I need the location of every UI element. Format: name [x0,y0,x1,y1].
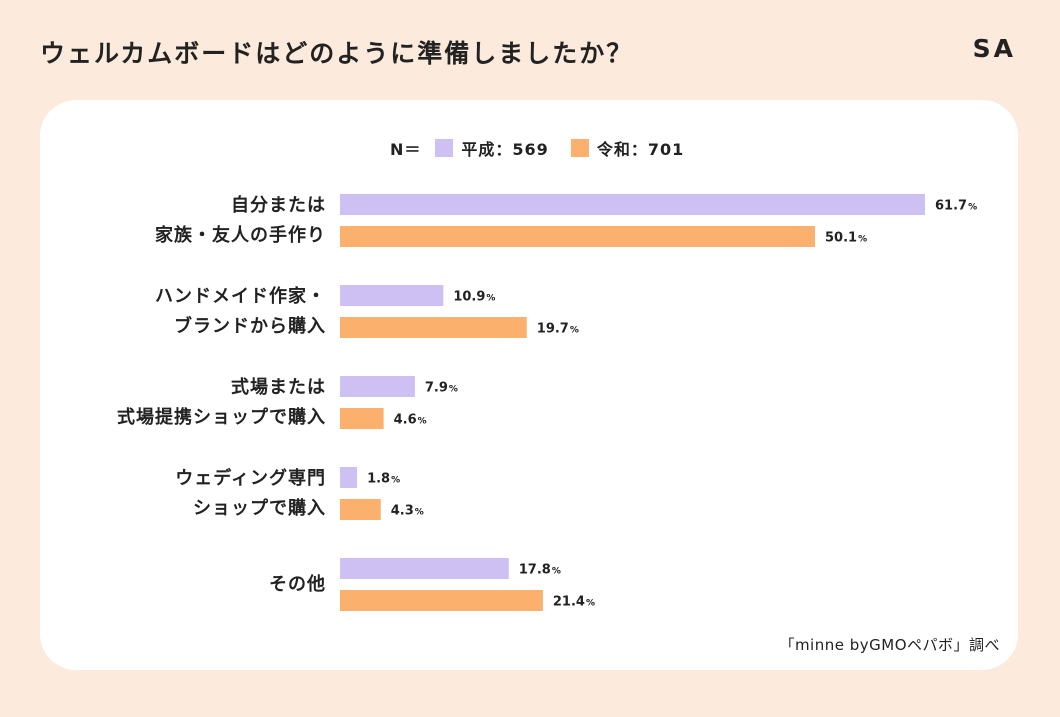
data-label: 19.7% [537,322,579,337]
category-label-line: ウェディング専門 [175,467,326,489]
source-note: 「minne byGMOペパボ」調べ [779,636,1000,654]
category-label-line: その他 [269,573,326,595]
category-label: ウェディング専門ショップで購入 [26,464,326,524]
category-label-line: ブランドから購入 [174,315,326,337]
brand-logo: SA [972,34,1016,63]
category-label: 自分または家族・友人の手作り [26,191,326,251]
legend-label-heisei: 平成：569 [461,140,549,159]
bar-heisei [340,467,358,488]
legend-item-heisei: 平成：569 [435,136,548,160]
data-label: 7.9% [425,381,458,396]
bar-reiwa [340,317,527,338]
data-label: 1.8% [367,472,400,487]
category-label: その他 [26,570,326,600]
data-label: 10.9% [453,290,495,305]
legend-swatch-reiwa [570,139,589,157]
data-label: 4.6% [394,413,427,428]
legend-label-reiwa: 令和：701 [596,140,685,159]
data-label: 4.3% [391,504,424,519]
data-label: 21.4% [553,595,595,610]
bar-heisei [340,194,925,215]
category-label: ハンドメイド作家・ブランドから購入 [26,282,326,342]
page-title: ウェルカムボードはどのように準備しましたか？ [40,39,634,68]
category-label: 式場または式場提携ショップで購入 [26,373,326,433]
legend-item-reiwa: 令和：701 [570,136,685,160]
data-label: 17.8% [519,563,561,578]
bar-heisei [340,285,444,306]
bar-heisei [340,558,509,579]
bar-reiwa [340,408,384,429]
category-label-line: 式場提携ショップで購入 [117,406,326,428]
bar-heisei [340,376,415,397]
data-label: 61.7% [935,199,977,214]
bar-reiwa [340,590,543,611]
category-label-line: ショップで購入 [193,497,326,519]
category-label-line: ハンドメイド作家・ [155,285,326,307]
legend: N＝ 平成：569 令和：701 [390,136,706,160]
category-label-line: 家族・友人の手作り [155,224,326,246]
legend-swatch-heisei [435,139,454,157]
data-label: 50.1% [825,231,867,246]
bar-reiwa [340,226,816,247]
legend-n-label: N＝ [390,140,422,159]
category-label-line: 式場または [231,376,326,398]
category-label-line: 自分または [231,194,326,216]
bar-reiwa [340,499,381,520]
